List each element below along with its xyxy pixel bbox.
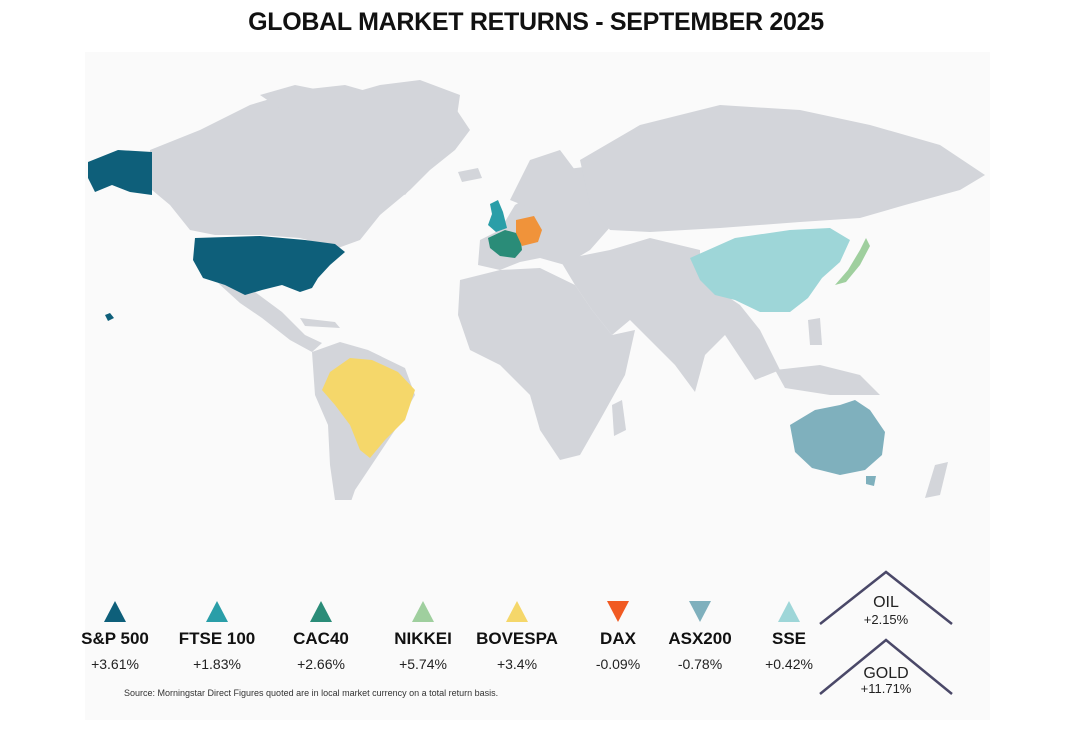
legend-item-bovespa: BOVESPA +3.4% — [462, 601, 572, 672]
triangle-up-icon — [104, 601, 126, 622]
legend-name: CAC40 — [293, 629, 349, 648]
source-note: Source: Morningstar Direct Figures quote… — [124, 688, 499, 698]
legend-value: +0.42% — [765, 656, 813, 672]
region-africa — [458, 268, 635, 460]
legend-item-ftse100: FTSE 100 +1.83% — [162, 601, 272, 672]
legend-name: SSE — [771, 629, 807, 648]
page-title: GLOBAL MARKET RETURNS - SEPTEMBER 2025 — [248, 8, 824, 36]
legend-value: +3.61% — [91, 656, 139, 672]
commodity-name: OIL — [873, 594, 899, 611]
legend-name: NIKKEI — [394, 629, 452, 648]
legend-value: +1.83% — [193, 656, 241, 672]
triangle-up-icon — [506, 601, 528, 622]
region-middle-east-asia — [560, 238, 780, 392]
country-brazil — [322, 358, 415, 458]
legend-item-sp500: S&P 500 +3.61% — [60, 601, 170, 672]
region-philippines — [808, 318, 822, 345]
region-arctic-islands — [260, 85, 330, 112]
region-central-america — [218, 283, 322, 352]
roof-outline-icon — [819, 638, 953, 695]
legend-item-dax: DAX -0.09% — [563, 601, 673, 672]
region-indonesia — [775, 365, 880, 395]
legend-name: ASX200 — [668, 629, 732, 648]
triangle-up-icon — [778, 601, 800, 622]
legend-name: BOVESPA — [476, 629, 558, 648]
country-china — [690, 228, 850, 312]
country-uk — [488, 200, 507, 232]
legend-value: -0.09% — [595, 656, 641, 672]
country-japan — [835, 238, 870, 285]
legend-name: S&P 500 — [81, 629, 149, 648]
commodity-gold: GOLD +11.71% — [818, 636, 954, 696]
commodity-oil: OIL +2.15% — [818, 568, 954, 628]
legend-name: FTSE 100 — [178, 629, 256, 648]
triangle-up-icon — [310, 601, 332, 622]
region-russia — [580, 105, 985, 232]
country-usa — [193, 236, 345, 295]
legend-item-nikkei: NIKKEI +5.74% — [368, 601, 478, 672]
country-australia — [790, 400, 885, 475]
commodity-name: GOLD — [863, 665, 909, 682]
world-map — [88, 80, 985, 500]
triangle-up-icon — [412, 601, 434, 622]
legend-item-cac40: CAC40 +2.66% — [266, 601, 376, 672]
country-alaska — [88, 150, 152, 195]
legend-name: DAX — [600, 629, 636, 648]
country-germany — [516, 216, 542, 246]
legend-item-asx200: ASX200 -0.78% — [645, 601, 755, 672]
roof-outline-icon — [819, 570, 953, 625]
country-hawaii — [105, 313, 114, 321]
region-madagascar — [612, 400, 626, 436]
legend-value: +5.74% — [399, 656, 447, 672]
triangle-down-icon — [607, 601, 629, 622]
triangle-down-icon — [689, 601, 711, 622]
commodity-value: +11.71% — [860, 681, 912, 696]
region-caribbean — [300, 318, 340, 328]
region-iceland — [458, 168, 482, 182]
legend-value: +2.66% — [297, 656, 345, 672]
legend-value: +3.4% — [496, 656, 538, 672]
country-tasmania — [866, 476, 876, 486]
region-greenland — [345, 80, 460, 195]
country-france — [488, 230, 522, 258]
legend-value: -0.78% — [677, 656, 723, 672]
region-scandinavia — [510, 150, 575, 210]
region-new-zealand — [925, 462, 948, 498]
triangle-up-icon — [206, 601, 228, 622]
legend-item-sse: SSE +0.42% — [734, 601, 844, 672]
commodity-value: +2.15% — [863, 612, 909, 627]
